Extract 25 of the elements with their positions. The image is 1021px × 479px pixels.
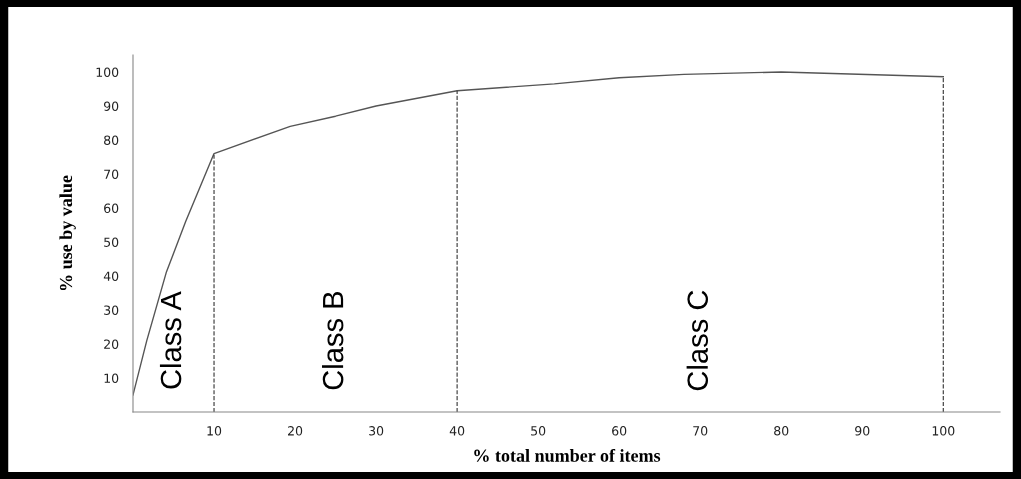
y-tick-label: 30 [104, 305, 119, 315]
x-tick-label: 30 [369, 426, 384, 436]
x-tick-label: 90 [855, 426, 870, 436]
annotation: Class B [321, 291, 344, 390]
y-tick-label: 10 [104, 373, 119, 383]
x-tick-label: 70 [693, 426, 708, 436]
y-tick-label: 90 [103, 101, 119, 111]
x-tick-label: 60 [612, 426, 627, 436]
x-tick-label: 10 [207, 426, 222, 436]
x-axis-title: % total number of items [474, 448, 661, 462]
annotation: Class C [686, 290, 709, 391]
x-tick-label: 20 [288, 426, 303, 436]
y-tick-label: 50 [104, 237, 119, 247]
y-tick-label: 70 [104, 169, 119, 179]
y-tick-label: 40 [103, 271, 119, 281]
y-tick-label: 60 [104, 203, 119, 213]
y-axis-title: % use by value [59, 175, 76, 291]
x-tick-label: 80 [774, 426, 789, 436]
x-tick-label: 40 [449, 426, 465, 436]
x-tick-label: 50 [531, 426, 546, 436]
annotation: Class A [159, 291, 182, 389]
y-tick-label: 100 [96, 67, 119, 77]
x-tick-label: 100 [932, 426, 955, 436]
y-tick-label: 80 [104, 135, 119, 145]
y-tick-label: 20 [104, 339, 119, 349]
